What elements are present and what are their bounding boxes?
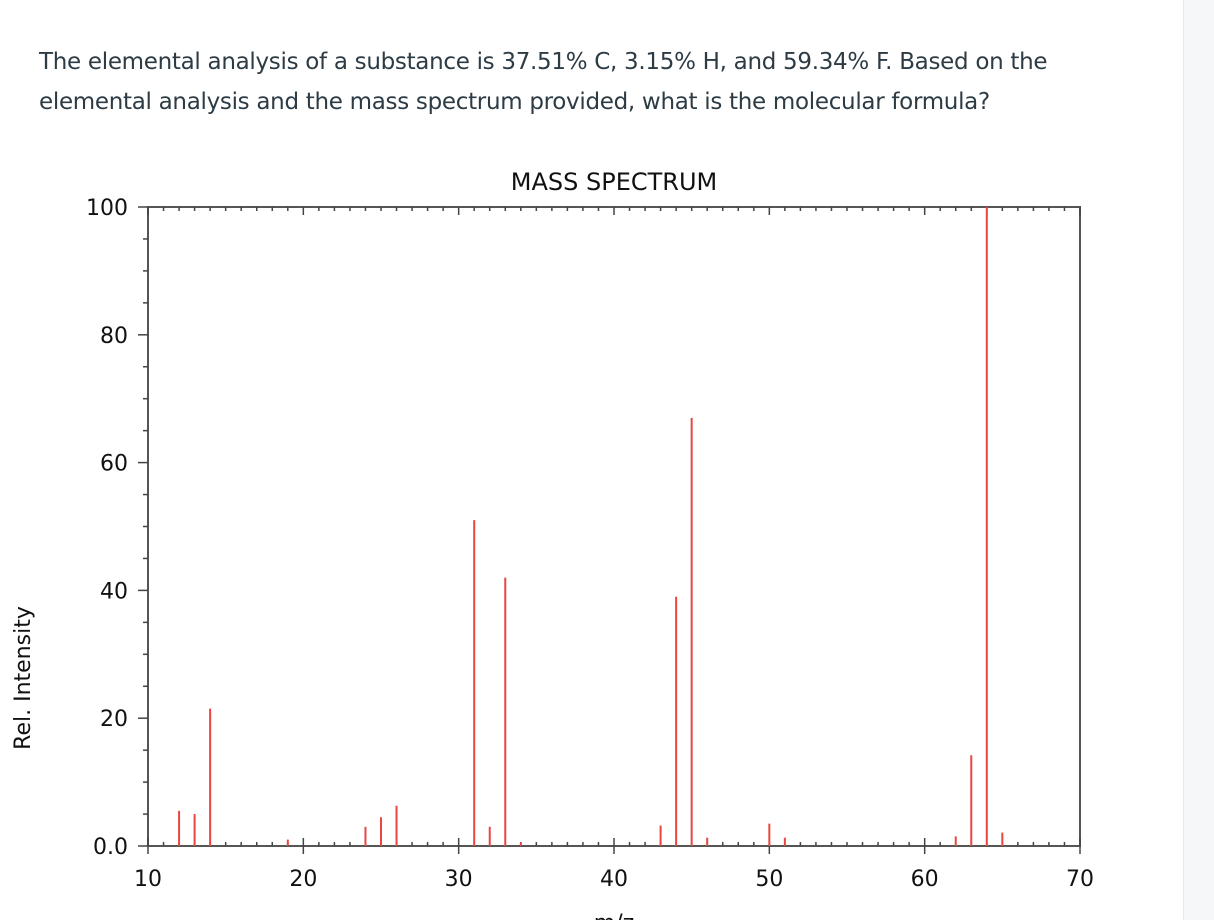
y-tick-label: 80 [100, 324, 128, 349]
y-tick-label: 20 [100, 707, 128, 732]
y-axis-label: Rel. Intensity [11, 606, 36, 750]
question-text: The elemental analysis of a substance is… [39, 49, 1048, 115]
x-tick-label: 60 [911, 867, 939, 892]
right-scroll-rail [1183, 0, 1214, 920]
chart-title: MASS SPECTRUM [511, 168, 717, 196]
x-tick-label: 50 [755, 867, 783, 892]
plot-frame [147, 206, 1081, 847]
x-axis-label: m/z [594, 911, 634, 920]
y-tick-label: 0.0 [93, 835, 128, 860]
x-tick-label: 20 [289, 867, 317, 892]
y-tick-label: 40 [100, 579, 128, 604]
x-tick-label: 10 [134, 867, 162, 892]
x-tick-label: 30 [445, 867, 473, 892]
plot-area: 10 20 30 40 50 60 70 0.0 20 40 60 80 100 [86, 196, 1094, 892]
x-tick-label: 70 [1066, 867, 1094, 892]
y-tick-label: 100 [86, 196, 128, 221]
mass-spectrum-chart: MASS SPECTRUM Rel. Intensity m/z 10 20 30 4… [11, 168, 1094, 920]
y-tick-label: 60 [100, 452, 128, 477]
x-tick-label: 40 [600, 867, 628, 892]
